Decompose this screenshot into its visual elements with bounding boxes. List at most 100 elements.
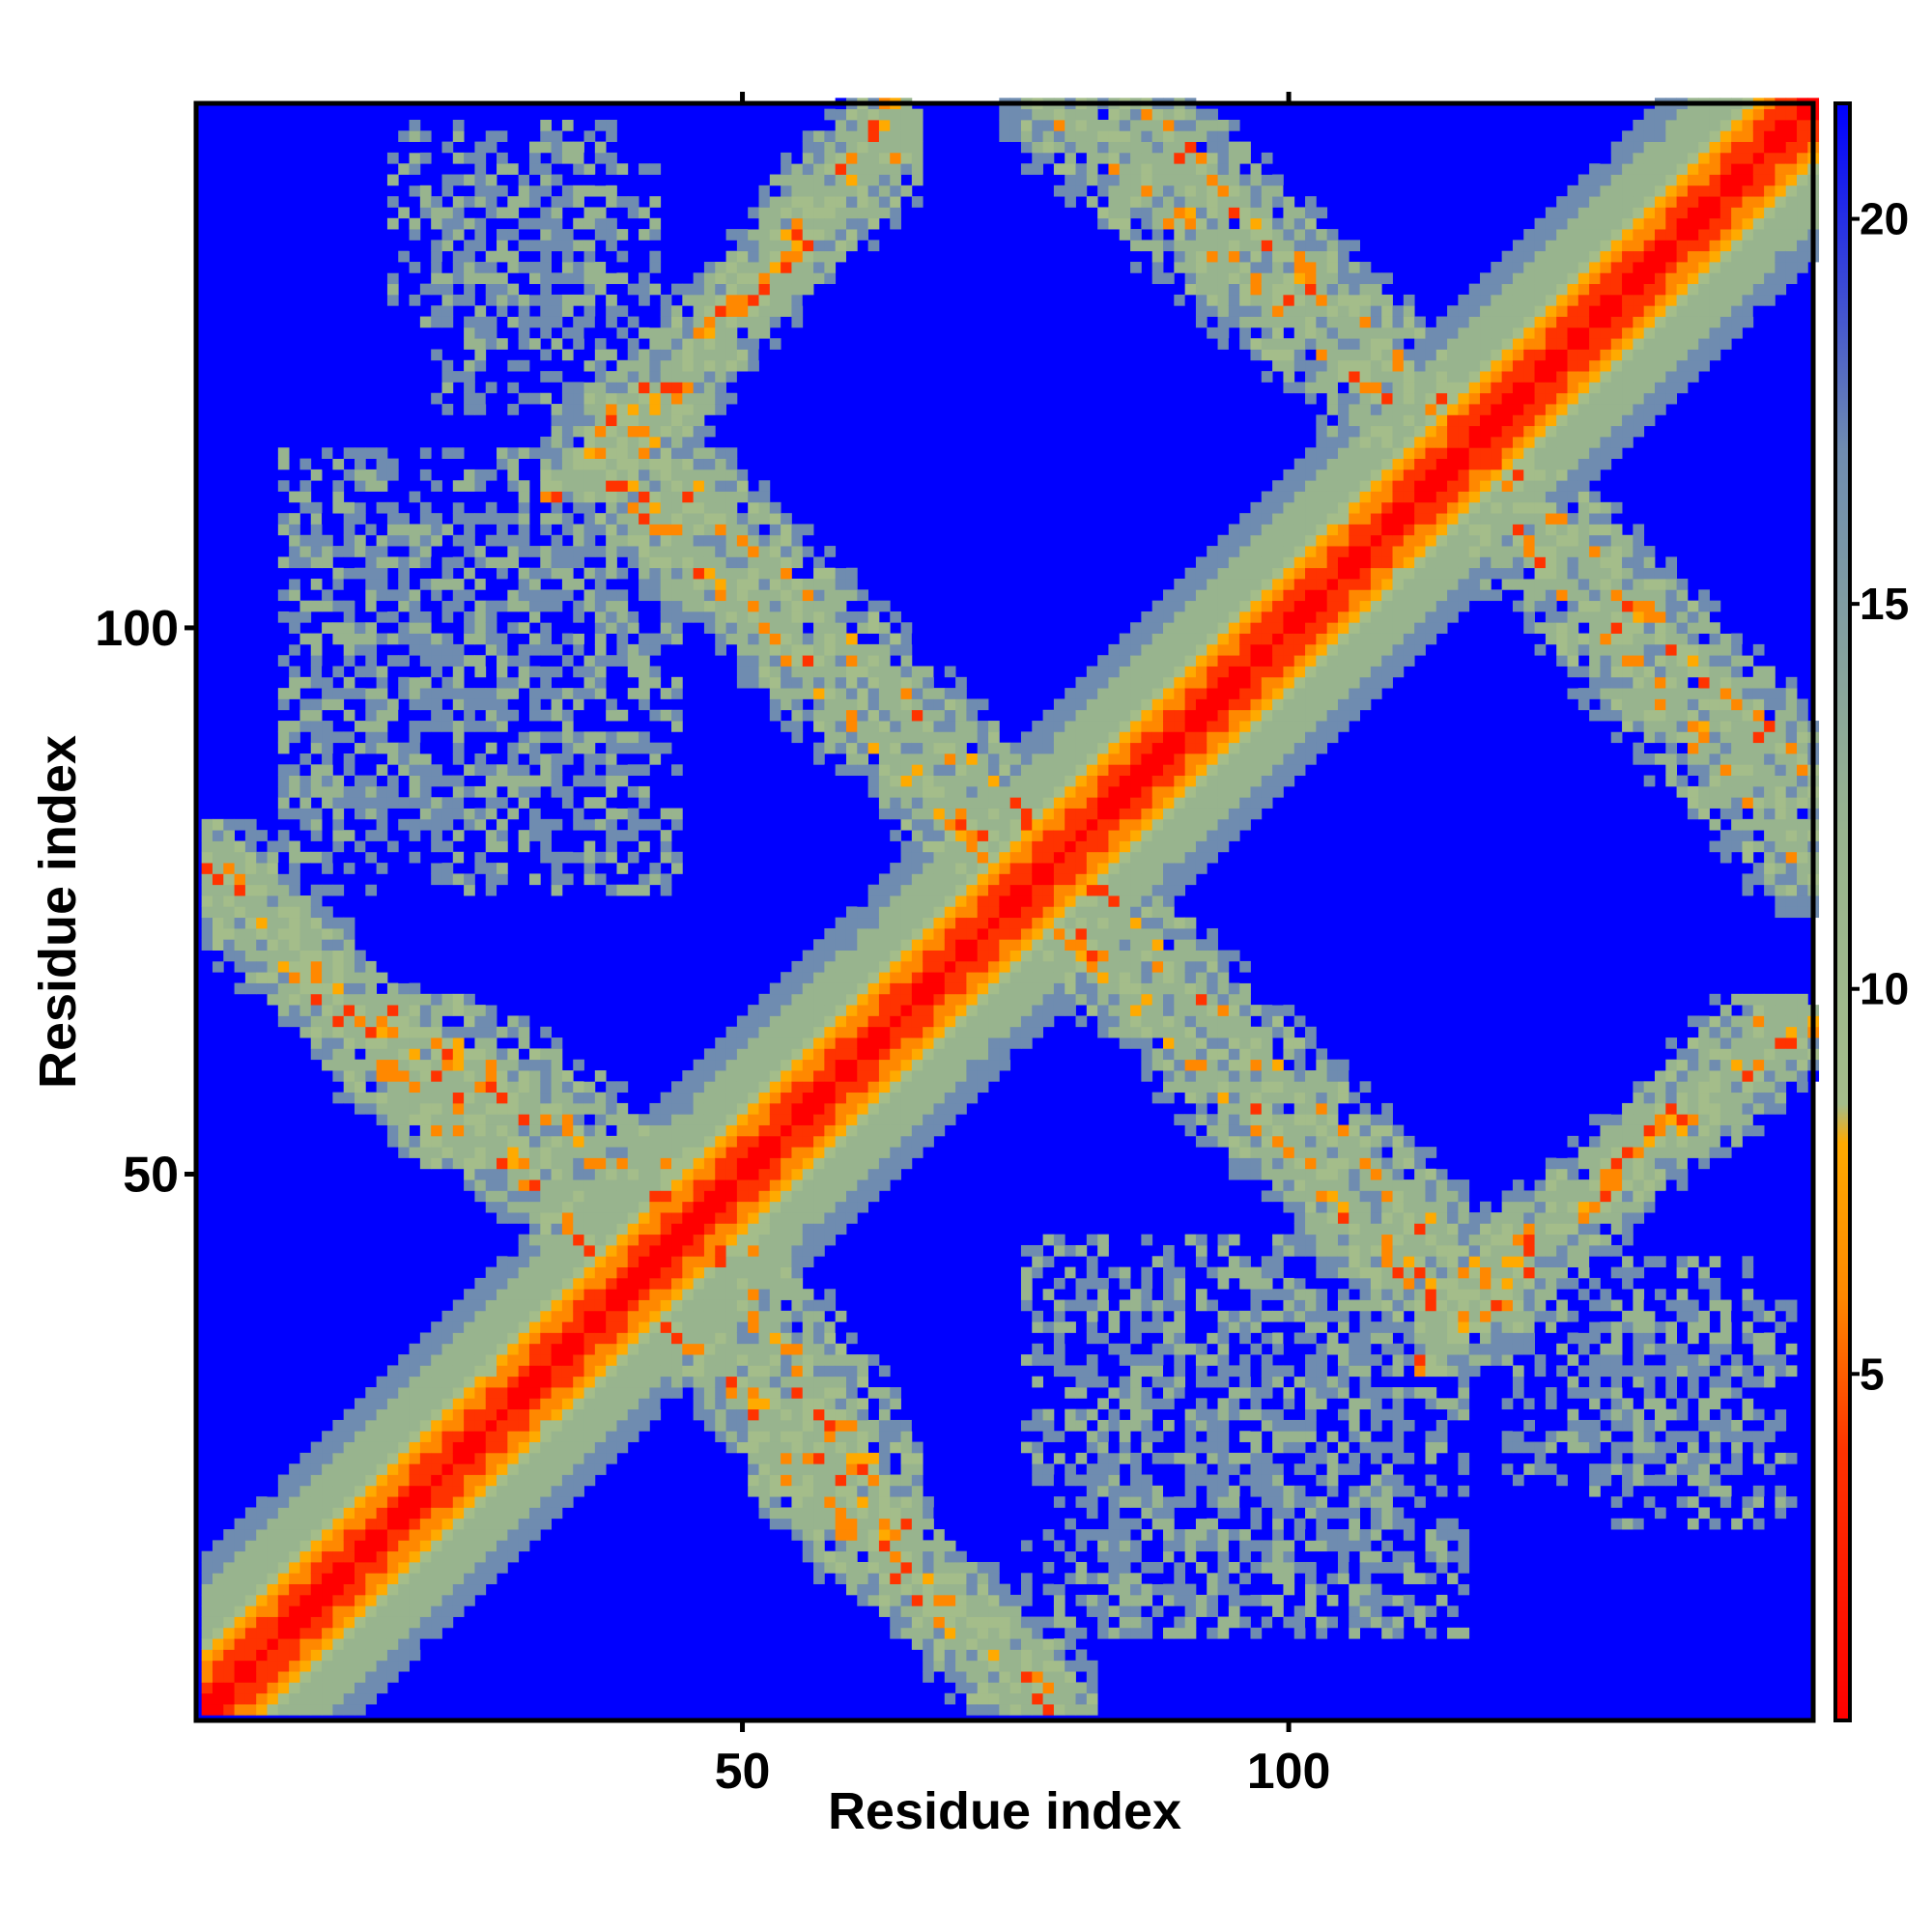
heatmap-cell [813, 1234, 825, 1246]
heatmap-cell [682, 1147, 695, 1158]
heatmap-cell [693, 480, 705, 492]
heatmap-cell [507, 1550, 520, 1563]
heatmap-cell [474, 1343, 487, 1355]
heatmap-cell [507, 305, 520, 317]
heatmap-cell [594, 359, 607, 372]
heatmap-cell [923, 1573, 934, 1585]
heatmap-cell [474, 1037, 487, 1049]
heatmap-cell [551, 217, 563, 230]
heatmap-cell [497, 1343, 508, 1355]
heatmap-cell [802, 1529, 814, 1541]
heatmap-cell [398, 1102, 410, 1115]
heatmap-cell [703, 1114, 716, 1125]
heatmap-cell [824, 567, 837, 580]
heatmap-cell [507, 1408, 520, 1421]
heatmap-cell [573, 382, 584, 394]
heatmap-cell [736, 1365, 749, 1378]
heatmap-cell [758, 1157, 771, 1170]
heatmap-cell [758, 501, 771, 514]
heatmap-cell [431, 316, 442, 328]
heatmap-cell [715, 1277, 726, 1290]
heatmap-cell [923, 818, 934, 831]
heatmap-cell [528, 1201, 541, 1213]
heatmap-cell [606, 1354, 617, 1366]
heatmap-cell [639, 1114, 650, 1125]
heatmap-cell [386, 1408, 399, 1421]
heatmap-cell [583, 294, 596, 306]
heatmap-cell [606, 1179, 617, 1191]
heatmap-cell [758, 1452, 771, 1464]
heatmap-cell [573, 1223, 584, 1236]
heatmap-cell [386, 1638, 399, 1650]
heatmap-cell [365, 1419, 378, 1432]
heatmap-cell [299, 1496, 312, 1508]
heatmap-cell [322, 1005, 333, 1016]
heatmap-cell [386, 524, 399, 536]
heatmap-cell [583, 130, 596, 142]
heatmap-cell [606, 785, 617, 798]
heatmap-cell [933, 960, 946, 973]
heatmap-cell [332, 1059, 345, 1071]
heatmap-cell [791, 611, 804, 623]
heatmap-cell [639, 272, 650, 285]
heatmap-cell [485, 1365, 497, 1378]
heatmap-cell [725, 1354, 738, 1366]
heatmap-cell [310, 1594, 323, 1606]
heatmap-cell [322, 1660, 333, 1672]
heatmap-cell [419, 611, 432, 623]
heatmap-cell [409, 676, 421, 689]
heatmap-cell [289, 1638, 300, 1650]
heatmap-cell [398, 600, 410, 612]
heatmap-cell [900, 797, 913, 809]
heatmap-cell [289, 633, 300, 645]
heatmap-cell [627, 425, 639, 438]
heatmap-cell [452, 152, 465, 164]
heatmap-cell [561, 546, 574, 557]
heatmap-cell [824, 185, 837, 197]
heatmap-cell [791, 622, 804, 634]
heatmap-cell [878, 1081, 891, 1094]
heatmap-cell [781, 1419, 792, 1432]
heatmap-cell [845, 567, 858, 580]
heatmap-cell [616, 1266, 629, 1279]
heatmap-cell [890, 666, 901, 678]
heatmap-cell [835, 742, 847, 754]
heatmap-cell [398, 1496, 410, 1508]
heatmap-cell [616, 1179, 629, 1191]
heatmap-cell [256, 830, 268, 841]
heatmap-cell [452, 1147, 465, 1158]
heatmap-cell [365, 1070, 378, 1082]
heatmap-cell [583, 797, 596, 809]
heatmap-cell [736, 1026, 749, 1038]
heatmap-cell [682, 1234, 695, 1246]
heatmap-cell [758, 1114, 771, 1125]
heatmap-cell [485, 1277, 497, 1290]
heatmap-cell [736, 1070, 749, 1082]
heatmap-cell [497, 1431, 508, 1442]
heatmap-cell [355, 447, 366, 459]
heatmap-cell [594, 1408, 607, 1421]
heatmap-cell [376, 611, 388, 623]
heatmap-cell [398, 709, 410, 722]
heatmap-cell [857, 1496, 869, 1508]
heatmap-cell [355, 1550, 366, 1563]
heatmap-cell [824, 1398, 837, 1410]
heatmap-cell [748, 1026, 759, 1038]
heatmap-cell [409, 1496, 421, 1508]
heatmap-cell [725, 556, 738, 569]
heatmap-cell [561, 1387, 574, 1399]
heatmap-cell [365, 546, 378, 557]
heatmap-cell [813, 207, 825, 219]
heatmap-cell [835, 917, 847, 929]
heatmap-cell [878, 152, 891, 164]
heatmap-cell [933, 1573, 946, 1585]
heatmap-cell [781, 1157, 792, 1170]
heatmap-cell [540, 775, 552, 787]
heatmap-cell [583, 1212, 596, 1224]
heatmap-cell [845, 1474, 858, 1487]
heatmap-cell [551, 1431, 563, 1442]
heatmap-cell [485, 1485, 497, 1497]
heatmap-cell [583, 643, 596, 656]
heatmap-cell [671, 491, 683, 503]
heatmap-cell [682, 1299, 695, 1312]
